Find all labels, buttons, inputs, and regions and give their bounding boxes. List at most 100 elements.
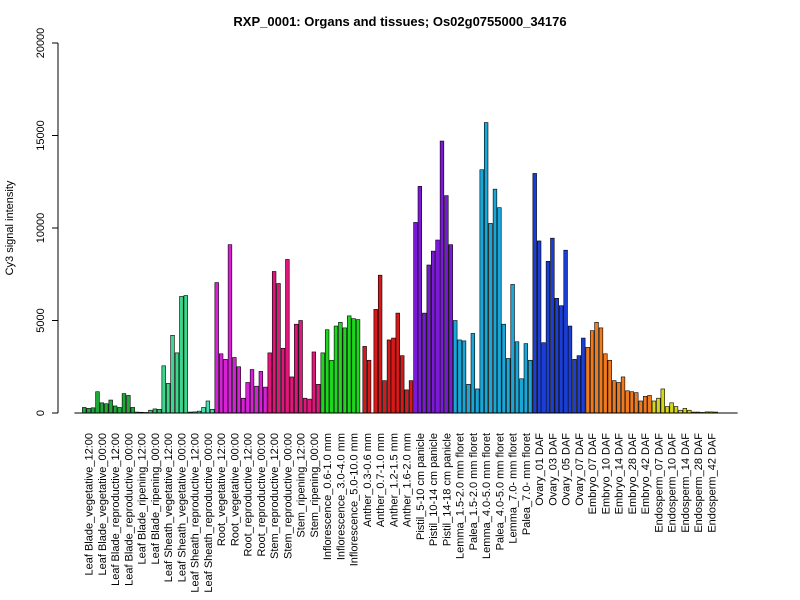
- bar: [311, 351, 317, 414]
- x-tick-label: Anther_1.6-2.0 mm: [402, 433, 414, 527]
- x-tick-label: Stem_ripening_00:00: [309, 433, 321, 538]
- bar: [563, 249, 568, 414]
- bar: [514, 341, 520, 414]
- bar: [241, 397, 246, 414]
- bar: [404, 389, 409, 414]
- bar: [152, 408, 158, 414]
- bar: [126, 395, 131, 414]
- bar: [285, 259, 290, 414]
- x-tick-label: Pistil_10-14 cm panicle: [428, 433, 440, 546]
- bar: [157, 408, 162, 414]
- bar: [642, 396, 648, 414]
- x-tick-label: Leaf Blade_ripening_00:00: [150, 433, 162, 565]
- bar: [161, 365, 166, 414]
- x-tick-label: Palea_4.0-5.0 mm floret: [494, 433, 506, 550]
- x-tick-label: Lemma_1.5-2.0 mm floret: [455, 433, 467, 559]
- bar: [439, 140, 445, 414]
- x-tick-label: Stem_reproductive_12:00: [269, 433, 281, 559]
- x-tick-label: Leaf Blade_ripening_12:00: [137, 433, 149, 565]
- x-tick-label: Leaf Sheath_reproductive_12:00: [190, 433, 202, 593]
- x-tick-label: Ovary_03 DAF: [547, 433, 559, 506]
- bar: [629, 391, 635, 414]
- bar: [130, 407, 135, 414]
- bar: [589, 330, 595, 414]
- bar: [329, 359, 334, 414]
- bar: [271, 271, 277, 414]
- bar: [497, 207, 502, 414]
- bar: [660, 388, 665, 414]
- x-tick-label: Ovary_01 DAF: [534, 433, 546, 506]
- bar: [461, 340, 467, 414]
- y-tick-label: 5000: [35, 308, 47, 332]
- bar: [435, 239, 440, 414]
- bar: [82, 407, 87, 414]
- bar: [289, 376, 294, 414]
- bar: [183, 295, 188, 414]
- bar: [316, 384, 321, 414]
- bar: [532, 173, 537, 414]
- x-tick-label: Pistil_5-10 cm panicle: [415, 433, 427, 540]
- bar: [479, 169, 484, 414]
- bar: [620, 376, 626, 414]
- bar: [342, 327, 347, 414]
- bar: [665, 406, 670, 414]
- x-tick-label: Inflorescence_5.0-10.0 mm: [349, 433, 361, 566]
- x-tick-label: Leaf Blade_vegetative_00:00: [97, 433, 109, 576]
- bar: [682, 408, 688, 414]
- bar: [567, 325, 573, 414]
- bar: [448, 244, 453, 414]
- bar: [294, 323, 299, 414]
- x-tick-label: Leaf Blade_reproductive_12:00: [110, 433, 122, 586]
- x-tick-label: Leaf Blade_vegetative_12:00: [84, 433, 96, 576]
- bar: [391, 337, 396, 414]
- bar: [121, 393, 127, 414]
- bar: [174, 352, 180, 414]
- bar: [276, 283, 281, 414]
- x-tick-label: Inflorescence_0.6-1.0 mm: [322, 433, 334, 560]
- bar: [338, 322, 343, 414]
- bar: [634, 392, 639, 414]
- x-tick-label: Anther_1.2-1.5 mm: [388, 433, 400, 527]
- bar: [523, 343, 529, 414]
- bar: [492, 188, 498, 414]
- x-tick-label: Leaf Sheath_vegetative_00:00: [176, 433, 188, 582]
- x-tick-label: Palea_7.0- mm floret: [521, 433, 533, 535]
- bar: [506, 358, 511, 414]
- bar: [99, 402, 105, 414]
- x-tick-label: Root_vegetative_00:00: [229, 433, 241, 546]
- bar: [536, 240, 542, 414]
- x-tick-label: Lemma_4.0-5.0 mm floret: [481, 433, 493, 559]
- bar: [656, 397, 661, 414]
- bar: [90, 407, 96, 414]
- bar: [280, 347, 286, 414]
- bar: [258, 371, 264, 414]
- x-tick-label: Inflorescence_3.0-4.0 mm: [335, 433, 347, 560]
- x-tick-label: Ovary_07 DAF: [574, 433, 586, 506]
- bar: [612, 380, 617, 414]
- x-tick-label: Anther_0.7-1.0 mm: [375, 433, 387, 527]
- bar: [366, 359, 372, 414]
- bar: [545, 260, 551, 414]
- x-tick-labels: Leaf Blade_vegetative_12:00 Leaf Blade_ve…: [84, 433, 719, 593]
- x-tick-label: Endosperm_28 DAF: [693, 433, 705, 533]
- x-tick-label: Leaf Sheath_reproductive_00:00: [203, 433, 215, 593]
- x-tick-label: Endosperm_10 DAF: [667, 433, 679, 533]
- bar: [267, 352, 272, 414]
- bar: [576, 355, 582, 414]
- bar: [377, 274, 383, 414]
- bar: [112, 405, 118, 414]
- bar: [333, 325, 339, 414]
- bar: [254, 385, 259, 414]
- bar: [218, 353, 224, 414]
- bar: [170, 334, 175, 414]
- bar: [572, 359, 577, 414]
- bar: [347, 315, 352, 414]
- x-tick-label: Embryo_42 DAF: [640, 433, 652, 515]
- bar: [302, 397, 308, 414]
- bars: [82, 122, 718, 414]
- bar: [528, 359, 533, 414]
- x-tick-label: Root_reproductive_12:00: [243, 433, 255, 557]
- bar: [638, 400, 643, 414]
- bar: [585, 347, 590, 414]
- bar: [205, 400, 211, 414]
